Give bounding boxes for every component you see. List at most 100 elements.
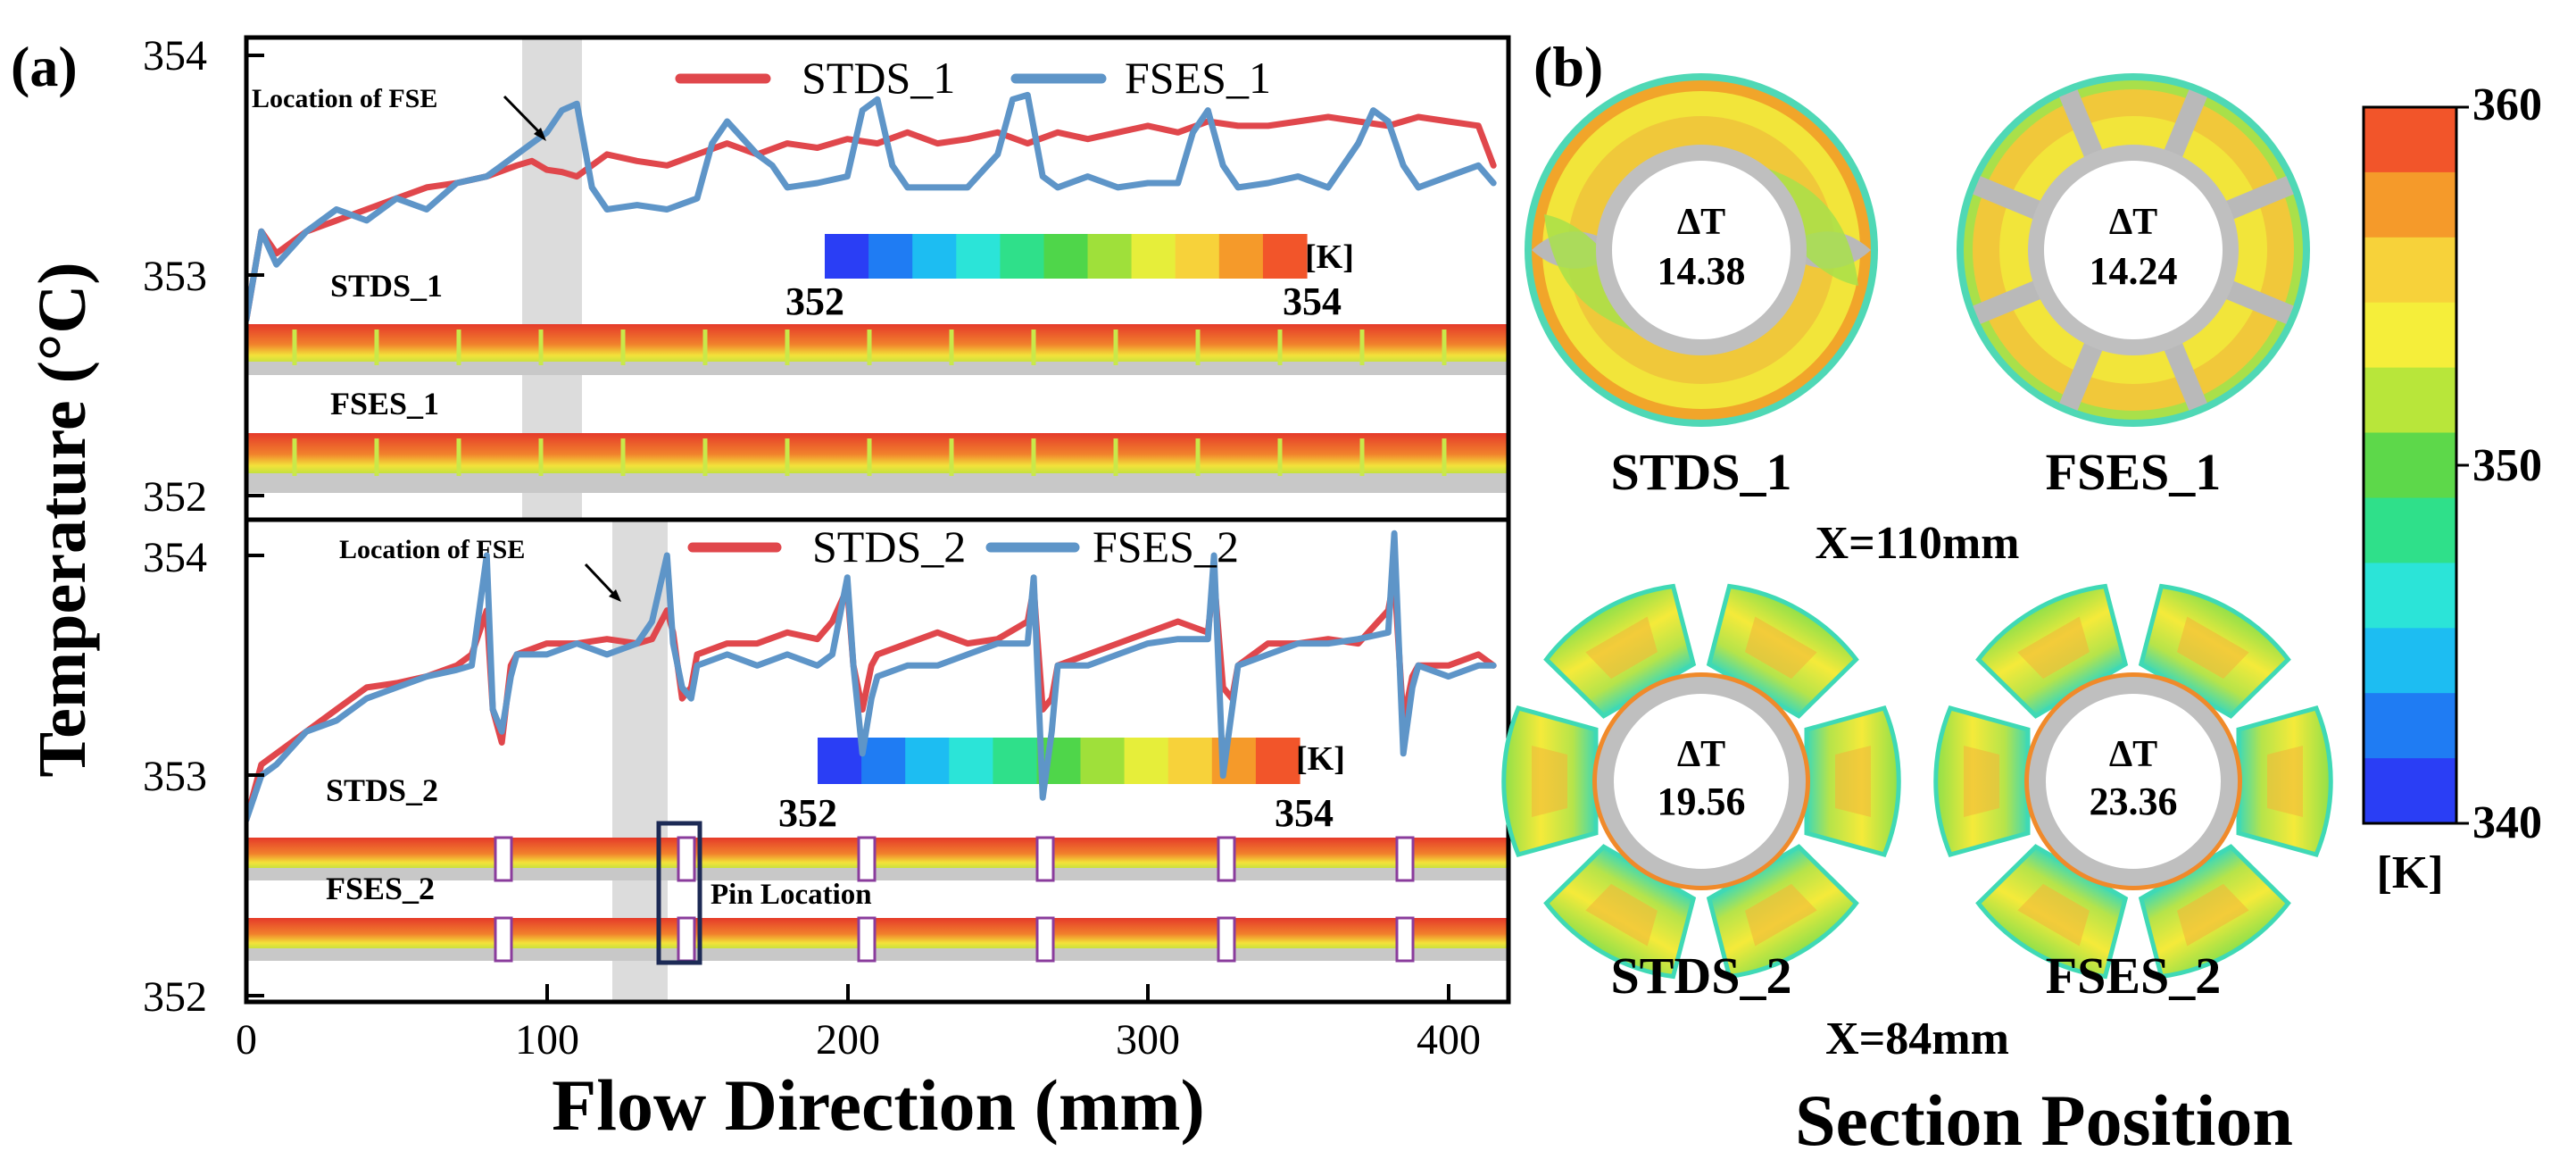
section-fses1 [1957, 73, 2310, 427]
colorbar-vertical-cell [2364, 497, 2456, 563]
cbBot-cell [818, 738, 862, 784]
ytick-top-354: 354 [143, 32, 207, 79]
section-stds1-dt-symbol: ΔT [1677, 202, 1725, 243]
pin-notch [494, 836, 513, 882]
section-fses1-spoke [2059, 89, 2106, 163]
colorbar-vertical-unit: [K] [2376, 847, 2443, 898]
ytick-bottom-352: 352 [143, 973, 207, 1021]
section-stds1 [1525, 73, 1878, 427]
cbBot-cell [1211, 738, 1257, 784]
legend-label-stds1: STDS_1 [802, 53, 955, 103]
pin-notch [1035, 916, 1055, 963]
cbTop-cell [1175, 234, 1220, 279]
colorbar-bottom-unit: [K] [1296, 740, 1345, 778]
section-stds2-label: STDS_2 [1610, 947, 1791, 1005]
fse-annotation-arrowhead-bottom [609, 589, 621, 602]
section-fses1-spoke [1973, 176, 2047, 222]
colorbar-top-max: 354 [1283, 279, 1342, 323]
pin-notch [857, 836, 877, 882]
cbTop-cell [912, 234, 957, 279]
strip-label-fses2: FSES_2 [326, 871, 435, 906]
pin-notch [857, 916, 877, 963]
fse-annotation-arrow-bottom [584, 563, 618, 598]
xtick-100: 100 [515, 1016, 579, 1064]
pin-notch [677, 916, 696, 963]
series-line-fses1 [246, 91, 1497, 323]
cbTop-cell [1000, 234, 1045, 279]
colorbar-vertical-cell [2364, 628, 2456, 694]
colorbar-vertical-cell [2364, 563, 2456, 629]
colorbar-top [825, 234, 1308, 279]
fse-annotation-arrowhead-top [534, 128, 546, 141]
panel-a-label: (a) [11, 35, 78, 98]
colorbar-vertical-label-350: 350 [2472, 440, 2542, 491]
colorbar-vertical-label-340: 340 [2472, 797, 2542, 848]
pin-notch [494, 916, 513, 963]
pin-notch [1035, 836, 1055, 882]
pin-notch [1395, 836, 1415, 882]
section-fses1-spoke [2161, 337, 2207, 411]
colorbar-vertical [2364, 107, 2456, 824]
colorbar-bottom [818, 738, 1300, 784]
colorbar-vertical-cell [2364, 693, 2456, 759]
ytick-bottom-353: 353 [143, 753, 207, 800]
cbBot-cell [1255, 738, 1300, 784]
temperature-strip-stds1 [248, 324, 1507, 375]
legend-bottom: STDS_2 FSES_2 [687, 521, 1239, 571]
x-axis-title: Flow Direction (mm) [552, 1064, 1205, 1146]
cbTop-cell [1262, 234, 1308, 279]
cbTop-cell [1087, 234, 1133, 279]
cbTop-cell [825, 234, 869, 279]
pin-notch [1395, 916, 1415, 963]
panel-b-label: (b) [1533, 35, 1603, 98]
legend-label-fses2: FSES_2 [1093, 521, 1239, 571]
section-fses1-spoke [2220, 176, 2294, 222]
legend-label-fses1: FSES_1 [1125, 53, 1271, 103]
section-fses1-spoke [2161, 89, 2207, 163]
section-fses1-spokes [1973, 89, 2294, 411]
cbTop-cell [1131, 234, 1176, 279]
xtick-200: 200 [816, 1016, 880, 1064]
cbBot-cell [1080, 738, 1126, 784]
section-row-label-bottom: X=84mm [1825, 1014, 2009, 1064]
strip-label-stds1: STDS_1 [330, 268, 443, 304]
pin-notches [494, 836, 1415, 963]
legend-top: STDS_1 FSES_1 [675, 53, 1271, 103]
pin-location-label: Pin Location [710, 879, 872, 911]
series-line-stds1 [246, 113, 1497, 323]
colorbar-vertical-cell [2364, 302, 2456, 369]
section-stds1-dt-value: 14.38 [1658, 249, 1746, 293]
section-fses1-dt-symbol: ΔT [2109, 202, 2157, 243]
series-line-fses2 [246, 530, 1497, 823]
section-fses2-dt-value: 23.36 [2090, 780, 2178, 823]
section-stds2-dt-value: 19.56 [1658, 780, 1746, 823]
cbTop-cell [868, 234, 913, 279]
temperature-strip-fses1 [248, 433, 1507, 493]
pin-notch [1217, 916, 1236, 963]
section-row-label-top: X=110mm [1816, 518, 2020, 569]
y-axis-title: Temperature (°C) [25, 262, 100, 777]
strip-label-stds2: STDS_2 [326, 772, 438, 808]
temperature-strip-stds2 [248, 838, 1507, 880]
ytick-top-353: 353 [143, 253, 207, 300]
temperature-strip-fses2 [248, 918, 1507, 961]
section-fses1-dt-value: 14.24 [2090, 249, 2178, 293]
colorbar-top-min: 352 [785, 279, 844, 323]
cbBot-cell [1124, 738, 1169, 784]
section-stds1-label: STDS_1 [1610, 443, 1791, 501]
pin-notch [677, 836, 696, 882]
fse-annotation-arrow-top [503, 95, 544, 138]
section-stds2-dt-symbol: ΔT [1677, 734, 1725, 775]
section-fses1-spoke [1973, 278, 2047, 324]
colorbar-vertical-label-360: 360 [2472, 79, 2542, 130]
cbTop-cell [1218, 234, 1264, 279]
colorbar-vertical-cell [2364, 758, 2456, 824]
strip-label-fses1: FSES_1 [330, 386, 439, 421]
fins2b-fin [2236, 705, 2333, 857]
fse-annotation-bottom: Location of FSE [339, 535, 525, 564]
section-stds2 [1501, 583, 1901, 980]
colorbar-bottom-min: 352 [778, 791, 837, 835]
xtick-400: 400 [1417, 1016, 1481, 1064]
colorbar-bottom-max: 354 [1275, 791, 1334, 835]
fins2a-fin [1804, 705, 1901, 857]
